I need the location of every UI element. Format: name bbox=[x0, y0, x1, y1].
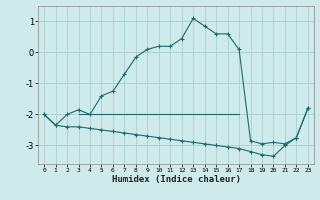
X-axis label: Humidex (Indice chaleur): Humidex (Indice chaleur) bbox=[111, 175, 241, 184]
